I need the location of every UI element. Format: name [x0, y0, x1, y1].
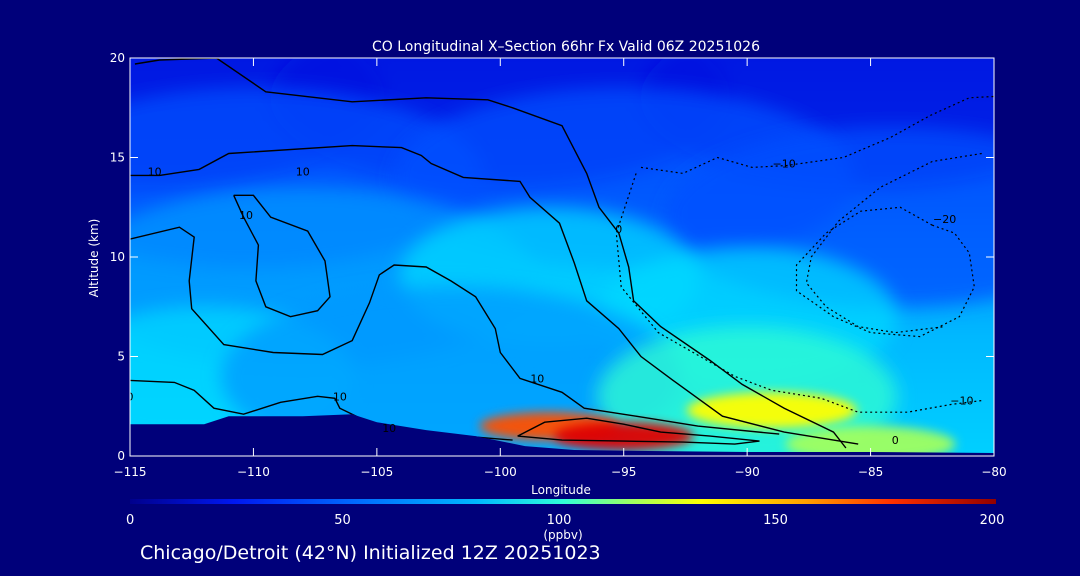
contour-0-west: [134, 58, 847, 449]
y-tick-label-3: 15: [110, 151, 125, 165]
y-axis-label: Altitude (km): [87, 219, 101, 298]
x-tick-label-4: −95: [611, 465, 636, 479]
contour-label-6: 10: [530, 372, 544, 385]
co-field-cell-15: [785, 426, 956, 456]
colorbar-tick-label-1: 50: [334, 513, 351, 528]
colorbar-tick-label-2: 100: [547, 513, 572, 528]
x-tick-label-3: −100: [484, 465, 517, 479]
x-tick-label-0: −115: [114, 465, 147, 479]
colorbar-ticks: 0 50 100 150 200: [126, 513, 1004, 528]
contour-10-west: [130, 144, 859, 445]
co-concentration-field: [130, 58, 994, 456]
colorbar-units: (ppbv): [543, 528, 582, 542]
y-axis-ticks: 0 5 10 15 20: [110, 51, 994, 463]
contour-label-10: −10: [950, 394, 973, 407]
colorbar-tick-label-4: 200: [980, 513, 1005, 528]
plot-area: 10 10 10 0 10 10 10 0 −10 −20 −10 0: [127, 58, 994, 456]
colorbar: [130, 499, 996, 504]
x-axis-ticks: −115 −110 −105 −100 −95 −90 −85 −80: [114, 58, 1007, 479]
contour-label-2: 10: [239, 209, 253, 222]
contour-label-9: −20: [933, 213, 956, 226]
y-tick-label-2: 10: [110, 250, 125, 264]
contour-labels: 10 10 10 0 10 10 10 0 −10 −20 −10 0: [127, 157, 974, 447]
x-tick-label-5: −90: [734, 465, 759, 479]
x-tick-label-1: −110: [237, 465, 270, 479]
contour-label-3: 0: [127, 390, 134, 403]
contour-10-loop: [233, 194, 331, 318]
contour-label-0: 10: [148, 165, 162, 178]
contour-label-8: −10: [773, 157, 796, 170]
contour-label-4: 10: [333, 390, 347, 403]
y-tick-label-0: 0: [117, 449, 125, 463]
y-tick-label-4: 20: [110, 51, 125, 65]
co-field-cell-13: [553, 422, 694, 451]
contour-neg10: [640, 95, 994, 175]
footer-caption: Chicago/Detroit (42°N) Initialized 12Z 2…: [140, 542, 601, 564]
contour-neg20-inner: [805, 152, 982, 334]
co-field-cell-14: [686, 392, 857, 429]
contour-label-7: 0: [615, 223, 622, 236]
contour-label-1: 10: [296, 165, 310, 178]
contour-label-11: 0: [892, 434, 899, 447]
co-anomaly-contours: [130, 58, 994, 449]
contour-10-mid: [130, 226, 780, 435]
terrain-mask: [130, 414, 994, 456]
x-tick-label-7: −80: [981, 465, 1006, 479]
y-tick-label-1: 5: [117, 350, 125, 364]
x-tick-label-2: −105: [360, 465, 393, 479]
x-tick-label-6: −85: [858, 465, 883, 479]
colorbar-tick-label-0: 0: [126, 513, 134, 528]
x-axis-label: Longitude: [531, 483, 591, 497]
contour-peak: [517, 417, 760, 445]
contour-label-5: 10: [382, 422, 396, 435]
chart-title: CO Longitudinal X–Section 66hr Fx Valid …: [372, 39, 760, 55]
colorbar-tick-label-3: 150: [763, 513, 788, 528]
